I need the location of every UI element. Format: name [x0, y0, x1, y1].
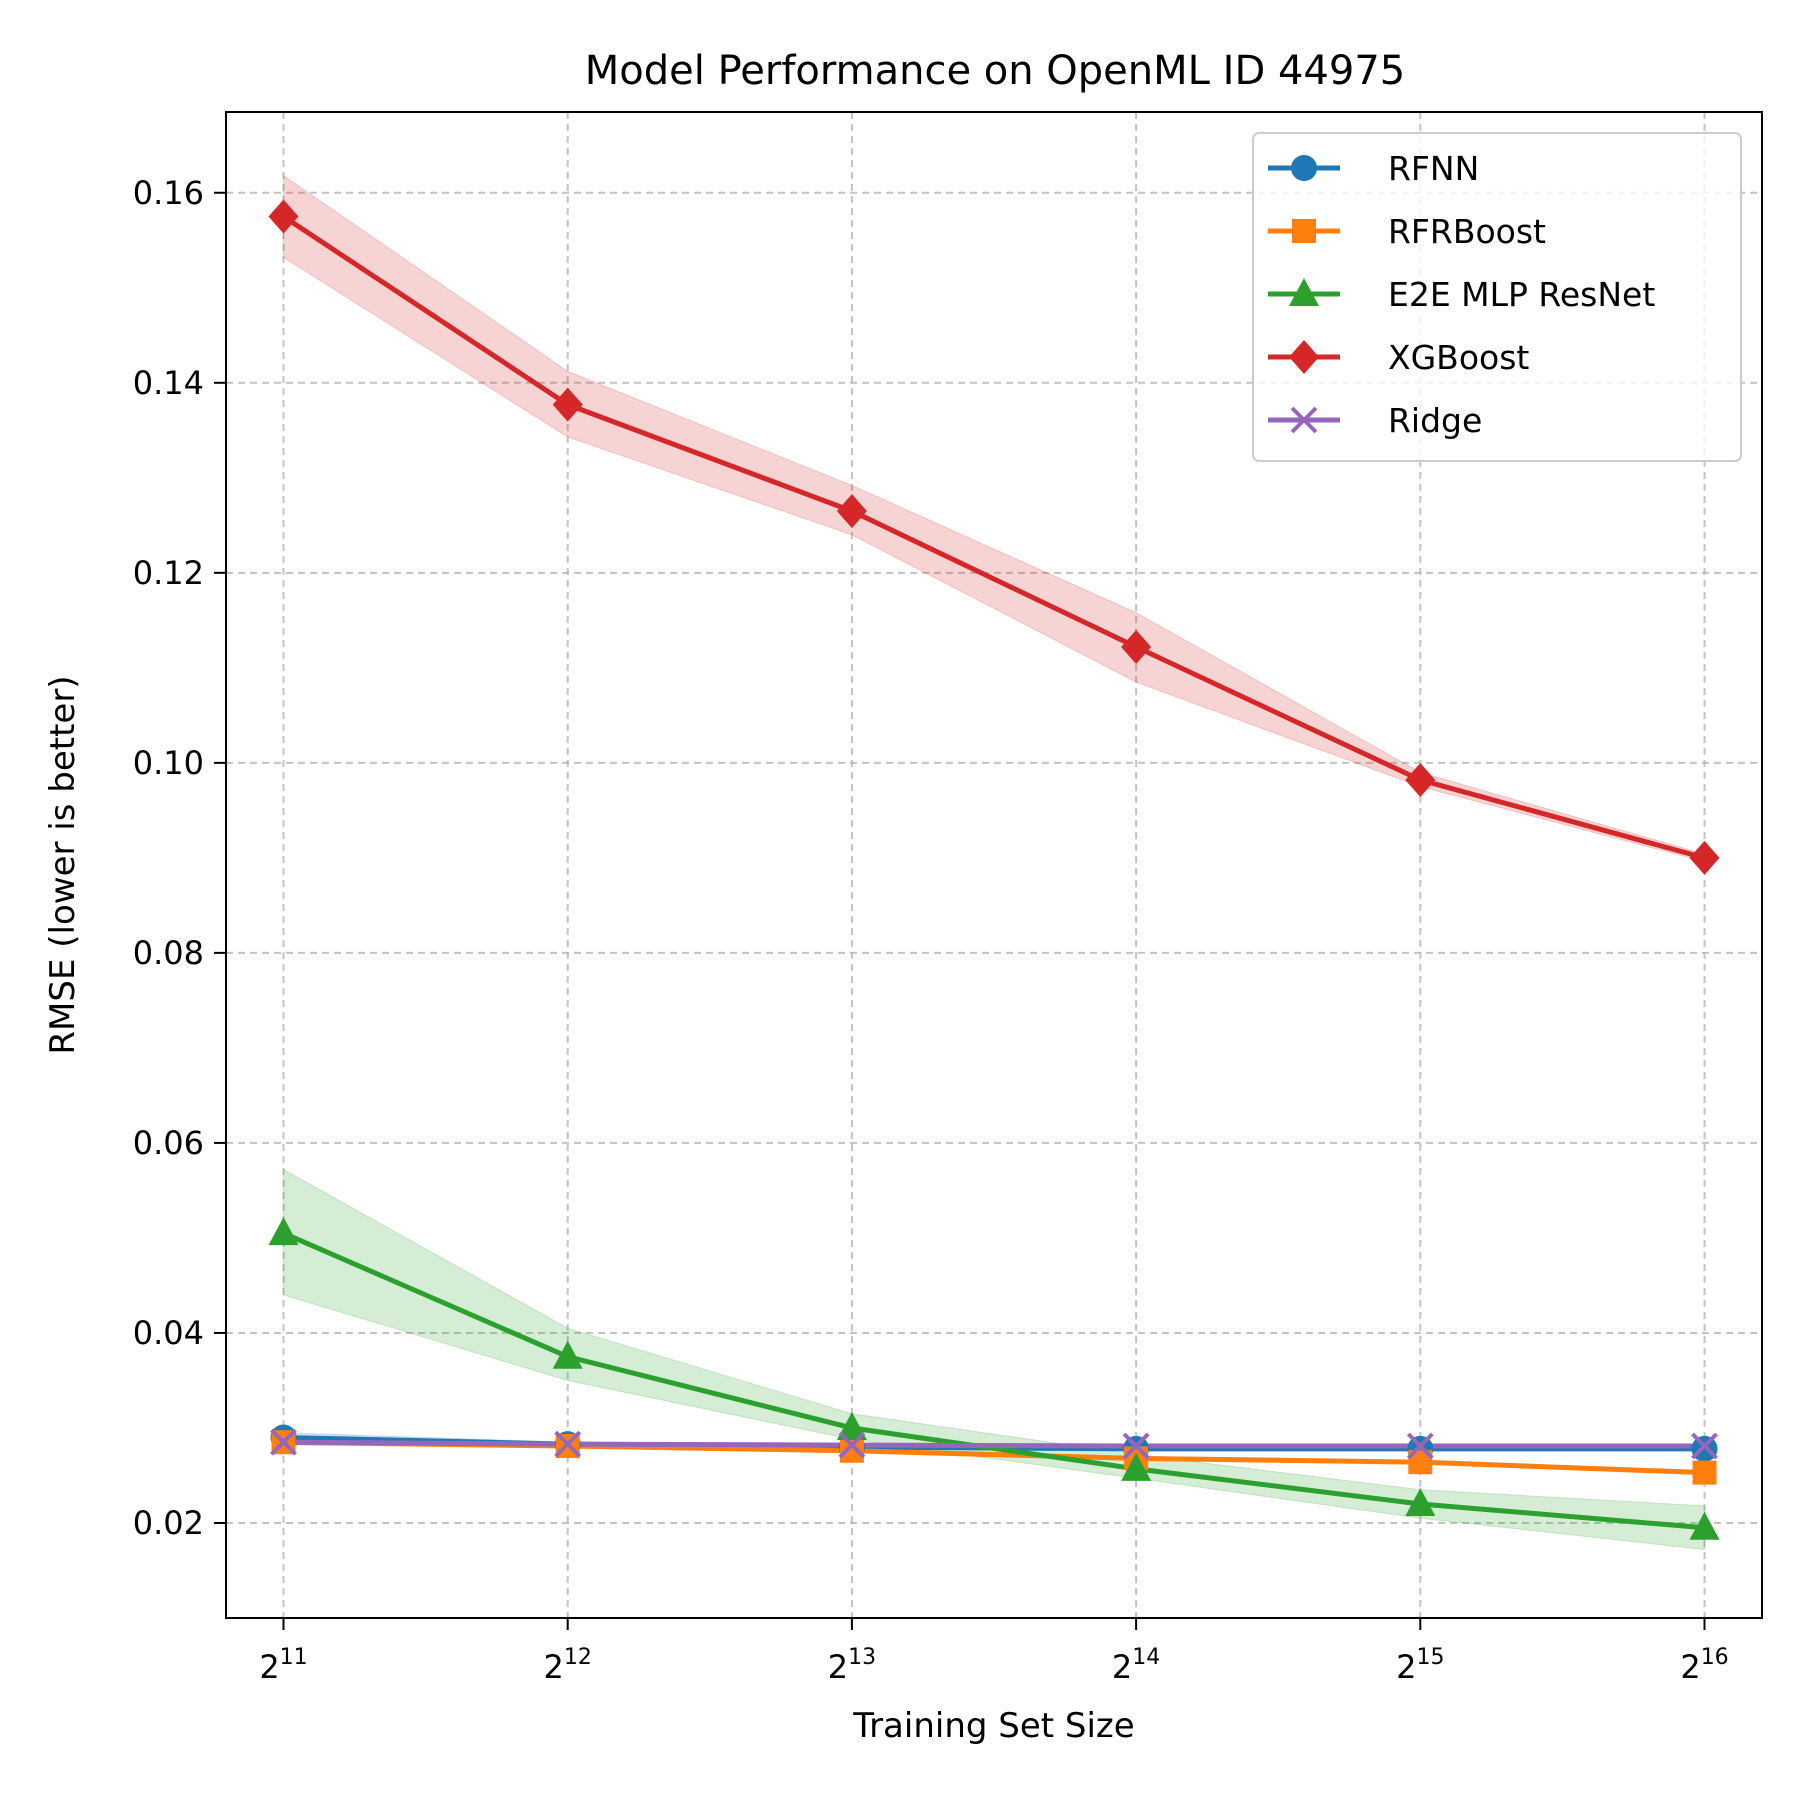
point-e2e-mlp-resnet	[1689, 1511, 1720, 1540]
y-tick-label: 0.10	[133, 744, 204, 782]
line-ridge	[283, 1439, 1705, 1449]
point-xgboost	[836, 494, 867, 529]
line-e2e-mlp-resnet	[282, 1230, 1705, 1531]
axis-ticks: 211 212 213 214 215 216 0.02 0.04 0.06 0.08 0.10 0.…	[133, 174, 1729, 1686]
point-ridge	[270, 1428, 297, 1456]
point-xgboost	[1405, 762, 1436, 797]
x-axis-label: Training Set Size	[852, 1706, 1134, 1746]
series-lines	[282, 214, 1706, 1531]
legend-label-rfrboost: RFRBoost	[1388, 212, 1546, 251]
y-axis-label: RMSE (lower is better)	[43, 675, 83, 1054]
point-xgboost	[268, 199, 299, 234]
legend-marker-e2e-mlp-resnet	[1289, 278, 1319, 306]
legend-marker-ridge	[1290, 406, 1318, 434]
point-xgboost	[1689, 840, 1720, 875]
point-ridge	[838, 1431, 866, 1459]
legend-label-ridge: Ridge	[1388, 401, 1482, 440]
x-tick-label: 216	[1680, 1645, 1728, 1686]
legend-label-xgboost: XGBoost	[1388, 338, 1529, 377]
point-xgboost	[1121, 629, 1152, 664]
series-markers	[268, 199, 1720, 1540]
point-xgboost	[552, 387, 583, 422]
line-xgboost	[282, 214, 1706, 861]
point-ridge	[1406, 1432, 1434, 1460]
x-tick-label: 215	[1396, 1645, 1444, 1686]
point-ridge	[1691, 1432, 1718, 1460]
point-e2e-mlp-resnet	[268, 1217, 299, 1246]
point-rfnn	[1691, 1435, 1718, 1462]
x-tick-label: 213	[828, 1645, 876, 1686]
legend-marker-xgboost	[1289, 340, 1319, 374]
point-e2e-mlp-resnet	[1405, 1487, 1436, 1516]
y-tick-label: 0.06	[133, 1124, 204, 1162]
point-e2e-mlp-resnet	[552, 1340, 583, 1369]
x-tick-label: 214	[1112, 1645, 1160, 1686]
y-tick-label: 0.16	[133, 174, 204, 212]
y-tick-label: 0.08	[133, 934, 204, 972]
y-tick-label: 0.14	[133, 364, 204, 402]
legend: RFNN RFRBoost E2E MLP ResNet XGBoost Ridge	[1252, 132, 1742, 462]
legend-frame	[1252, 132, 1742, 462]
legend-items: RFNN RFRBoost E2E MLP ResNet XGBoost Ridge	[1268, 149, 1655, 440]
y-tick-label: 0.04	[133, 1314, 204, 1352]
x-tick-label: 212	[544, 1645, 592, 1686]
point-ridge	[1122, 1432, 1150, 1460]
x-tick-label: 211	[259, 1645, 307, 1686]
chart-title: Model Performance on OpenML ID 44975	[585, 48, 1405, 94]
y-tick-label: 0.12	[133, 554, 204, 592]
point-e2e-mlp-resnet	[1121, 1452, 1152, 1481]
plot-frame	[225, 111, 1763, 1619]
grid	[226, 112, 1762, 1618]
legend-marker-rfrboost	[1292, 219, 1316, 243]
point-e2e-mlp-resnet	[836, 1411, 867, 1440]
y-tick-label: 0.02	[133, 1504, 204, 1542]
point-rfrboost	[1692, 1460, 1717, 1485]
legend-marker-rfnn	[1291, 155, 1317, 181]
point-ridge	[554, 1430, 582, 1458]
legend-label-e2e-mlp-resnet: E2E MLP ResNet	[1388, 275, 1655, 314]
legend-label-rfnn: RFNN	[1388, 149, 1479, 188]
